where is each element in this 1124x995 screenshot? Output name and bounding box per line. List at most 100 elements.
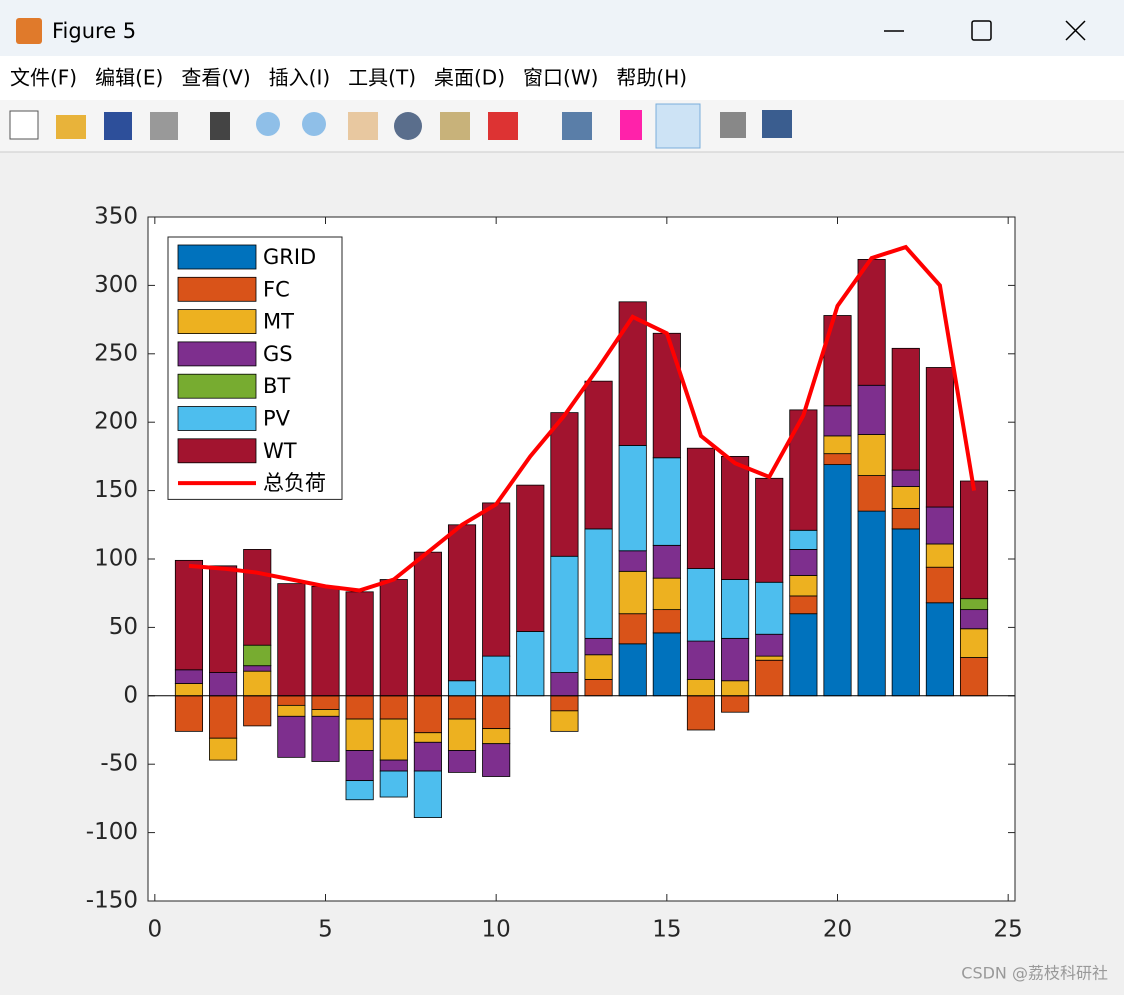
tool[interactable] xyxy=(150,112,178,140)
bar-segment xyxy=(721,455,750,580)
bar-segment xyxy=(447,695,477,720)
x-tick-label: 10 xyxy=(482,917,511,943)
bar-segment xyxy=(857,475,886,512)
legend-label: MT xyxy=(263,310,294,334)
close[interactable] xyxy=(1065,20,1086,41)
bar-segment xyxy=(823,464,852,697)
tool[interactable] xyxy=(720,112,746,138)
legend-swatch xyxy=(177,438,257,464)
legend-label: BT xyxy=(263,374,290,398)
bar-segment xyxy=(174,695,204,732)
bar-segment xyxy=(652,632,681,697)
bar-segment xyxy=(174,669,204,684)
menu-item[interactable]: 帮助(H) xyxy=(616,66,687,90)
legend-label: PV xyxy=(263,407,291,431)
legend-swatch xyxy=(177,373,257,399)
bar-segment xyxy=(447,718,477,751)
bar-segment xyxy=(447,680,477,697)
menu-item[interactable]: 插入(I) xyxy=(269,66,331,90)
bar-segment xyxy=(925,367,954,508)
bar-segment xyxy=(789,529,818,550)
bar-segment xyxy=(379,718,408,761)
menu-item[interactable]: 窗口(W) xyxy=(523,66,598,90)
bar-segment xyxy=(243,670,272,697)
tool[interactable] xyxy=(9,110,39,140)
bar-segment xyxy=(243,549,272,646)
window-title: Figure 5 xyxy=(52,19,136,43)
tool[interactable] xyxy=(256,112,280,136)
bar-segment xyxy=(447,524,477,682)
bar-segment xyxy=(891,528,920,697)
bar-segment xyxy=(311,695,340,710)
load-line xyxy=(188,244,977,593)
bar-segment xyxy=(686,447,716,569)
tool[interactable] xyxy=(394,112,422,140)
bar-segment xyxy=(618,445,647,552)
bar-segment xyxy=(857,434,886,476)
legend-label: WT xyxy=(263,439,297,463)
bar-segment xyxy=(447,750,477,773)
bar-segment xyxy=(413,551,442,697)
legend-swatch xyxy=(177,406,257,431)
menu: 文件(F) 编辑(E) 查看(V) 插入(I) 工具(T) 桌面(D) 窗口(W) 帮助(H) xyxy=(10,66,687,90)
bar-segment xyxy=(174,683,204,697)
bar-segment xyxy=(686,568,716,642)
y-tick-label: 300 xyxy=(94,272,138,298)
bar-segment xyxy=(413,695,442,734)
y-tick-label: 50 xyxy=(109,614,138,640)
bar-segment xyxy=(345,780,374,801)
y-tick-label: -150 xyxy=(86,888,138,914)
menu-item[interactable]: 编辑(E) xyxy=(95,66,163,90)
legend: GRID FC MT GS BT PV WT 总负荷 xyxy=(167,236,343,500)
bar-segment xyxy=(209,695,238,739)
bar-segment xyxy=(550,412,579,557)
y-tick-label: -100 xyxy=(86,819,138,845)
bar-segment xyxy=(823,405,852,437)
bar-segment xyxy=(516,484,545,632)
tool[interactable] xyxy=(104,112,132,140)
bar-segment xyxy=(413,732,442,743)
bar-segment xyxy=(209,672,238,697)
tool[interactable] xyxy=(655,103,701,149)
maximize[interactable] xyxy=(971,20,992,41)
menu-bar xyxy=(0,56,1124,100)
bar-segment xyxy=(379,579,408,697)
tool[interactable] xyxy=(762,110,792,138)
tool[interactable] xyxy=(348,112,378,140)
bar-segment xyxy=(789,575,818,597)
y-tick-label: 0 xyxy=(123,682,138,708)
tool[interactable] xyxy=(488,112,518,140)
tool[interactable] xyxy=(440,112,470,140)
bar-segment xyxy=(959,657,989,697)
bar-segment xyxy=(755,655,784,661)
tool[interactable] xyxy=(56,115,86,139)
tool[interactable] xyxy=(620,110,642,140)
bar-segment xyxy=(755,633,784,657)
menu-item[interactable]: 查看(V) xyxy=(181,66,250,90)
tool[interactable] xyxy=(210,112,230,140)
bar-segment xyxy=(891,486,920,509)
bar-segment xyxy=(482,728,511,745)
x-tick-label: 15 xyxy=(652,917,681,943)
legend-swatch xyxy=(177,309,257,335)
bar-segment xyxy=(823,435,852,455)
bar-segment xyxy=(925,543,954,568)
bar-segment xyxy=(686,695,716,731)
bar-segment xyxy=(243,644,272,667)
bar-segment xyxy=(755,477,784,583)
tool[interactable] xyxy=(562,112,592,140)
bar-segment xyxy=(482,743,511,777)
bar-segment xyxy=(618,550,647,572)
menu-item[interactable]: 文件(F) xyxy=(10,66,77,90)
bar-segment xyxy=(618,570,647,615)
legend-label: FC xyxy=(263,277,290,301)
menu-item[interactable]: 桌面(D) xyxy=(434,66,505,90)
menu-item[interactable]: 工具(T) xyxy=(348,66,416,90)
bar-segment xyxy=(857,259,886,386)
tool[interactable] xyxy=(302,112,326,136)
bar-segment xyxy=(413,770,442,818)
bar-segment xyxy=(311,709,340,717)
bar-segment xyxy=(584,528,613,639)
bar-segment xyxy=(823,453,852,466)
